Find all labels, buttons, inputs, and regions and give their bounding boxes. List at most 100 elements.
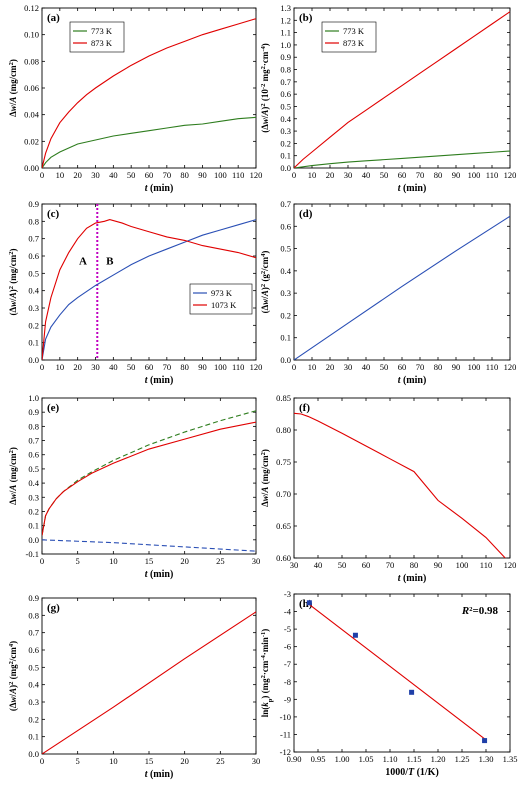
legend-label: 973 K bbox=[211, 288, 233, 298]
series-line-1 bbox=[42, 421, 256, 536]
series-line-873-k bbox=[294, 11, 510, 168]
y-tick-label: 1.1 bbox=[280, 28, 291, 38]
y-axis-label: Δw/A (mg/cm2) bbox=[8, 447, 19, 505]
x-tick-label: 50 bbox=[127, 170, 136, 180]
x-tick-label: 0 bbox=[40, 556, 44, 566]
x-tick-label: 10 bbox=[56, 362, 65, 372]
data-point bbox=[352, 632, 358, 638]
x-tick-label: 10 bbox=[109, 756, 118, 766]
data-point bbox=[482, 738, 488, 744]
legend-label: 873 K bbox=[91, 38, 113, 48]
y-tick-label: 0.9 bbox=[28, 199, 39, 209]
x-tick-label: 5 bbox=[76, 756, 80, 766]
panel-c: 0 10 20 30 40 50 60 70 80 90 100 110 120 0.0 0.1 0.2 0.3… bbox=[8, 199, 263, 386]
y-tick-label: 0.5 bbox=[28, 268, 39, 278]
r-squared-label: R2=0.98 bbox=[461, 605, 499, 617]
x-tick-label: 100 bbox=[214, 362, 227, 372]
panel-g: 0 5 10 15 20 25 30 0.0 0.1 0.2 0.3 0.4 0.5 0.6 0.7 0.8 0… bbox=[8, 593, 261, 780]
plot-area bbox=[42, 18, 256, 168]
x-tick-label: 110 bbox=[232, 362, 244, 372]
x-tick-label: 30 bbox=[91, 170, 100, 180]
x-tick-label: 0 bbox=[40, 362, 44, 372]
panel-label: (d) bbox=[299, 208, 313, 220]
y-axis-label: Δw/A (mg/cm2) bbox=[8, 59, 19, 117]
y-tick-label: 0.1 bbox=[28, 338, 39, 348]
x-tick-label: 80 bbox=[180, 170, 189, 180]
x-tick-label: 0.95 bbox=[311, 754, 326, 764]
y-tick-label: 0.1 bbox=[28, 521, 39, 531]
y-tick-label: 0.8 bbox=[28, 421, 39, 431]
y-tick-label: 0.3 bbox=[28, 492, 39, 502]
x-axis-label: t (min) bbox=[145, 769, 174, 780]
x-tick-label: 0 bbox=[292, 170, 296, 180]
plot-area bbox=[309, 604, 485, 740]
y-axis-label: ln(kp) (mg2·cm-4·min-1) bbox=[260, 629, 274, 718]
x-tick-label: 100 bbox=[468, 362, 481, 372]
y-tick-label: 0.5 bbox=[28, 662, 39, 672]
x-tick-label: 20 bbox=[326, 362, 335, 372]
x-tick-label: 40 bbox=[362, 362, 371, 372]
y-tick-label: 0.08 bbox=[24, 56, 39, 66]
panel-e: 0 5 10 15 20 25 30 -0.1 0.0 0.1 0.2 0.3 0.4 0.5 0.6 0.7… bbox=[8, 393, 261, 580]
y-tick-label: 0.3 bbox=[280, 288, 291, 298]
x-tick-label: 1.10 bbox=[383, 754, 398, 764]
y-tick-label: 0.4 bbox=[28, 478, 39, 488]
x-tick-label: 60 bbox=[398, 362, 407, 372]
y-tick-label: 0.8 bbox=[28, 610, 39, 620]
x-tick-label: 1.00 bbox=[335, 754, 350, 764]
x-tick-label: 120 bbox=[250, 362, 263, 372]
y-tick-label: 1.0 bbox=[28, 393, 39, 403]
series-line-0 bbox=[42, 410, 256, 536]
series-line-2 bbox=[42, 539, 256, 552]
x-tick-label: 80 bbox=[434, 362, 443, 372]
x-tick-label: 15 bbox=[145, 756, 154, 766]
x-tick-label: 110 bbox=[486, 362, 498, 372]
x-tick-label: 50 bbox=[338, 560, 347, 570]
x-tick-label: 25 bbox=[216, 756, 225, 766]
y-tick-label: 0.0 bbox=[28, 355, 39, 365]
panel-h: 0.90 0.95 1.00 1.05 1.10 1.15 1.20 1.25 1.30 1.35… bbox=[260, 589, 518, 778]
y-tick-label: 0.9 bbox=[280, 52, 291, 62]
legend-label: 773 K bbox=[91, 26, 113, 36]
y-tick-label: -9 bbox=[284, 694, 291, 704]
x-tick-label: 70 bbox=[386, 560, 395, 570]
x-tick-label: 40 bbox=[109, 362, 118, 372]
series-line-0 bbox=[294, 215, 510, 360]
series-line-1073-k bbox=[42, 219, 256, 360]
y-tick-label: 0.5 bbox=[280, 244, 291, 254]
x-tick-label: 1.05 bbox=[359, 754, 374, 764]
x-tick-label: 90 bbox=[198, 170, 207, 180]
y-tick-label: 0.8 bbox=[280, 65, 291, 75]
y-tick-label: -4 bbox=[284, 607, 292, 617]
region-label: B bbox=[106, 256, 114, 268]
panel-label: (a) bbox=[47, 12, 60, 24]
y-tick-label: 0.6 bbox=[280, 89, 291, 99]
x-tick-label: 50 bbox=[380, 170, 389, 180]
plot-frame bbox=[293, 593, 511, 753]
panel-label: (b) bbox=[299, 12, 313, 24]
x-tick-label: 0.90 bbox=[287, 754, 302, 764]
y-tick-label: -11 bbox=[280, 729, 291, 739]
x-tick-label: 60 bbox=[398, 170, 407, 180]
x-tick-label: 90 bbox=[452, 362, 461, 372]
legend: 773 K 873 K bbox=[321, 21, 377, 53]
series-line-773-k bbox=[42, 116, 256, 168]
y-tick-label: 0.70 bbox=[276, 489, 291, 499]
data-point bbox=[306, 600, 312, 606]
plot-frame bbox=[41, 597, 257, 755]
region-label: A bbox=[79, 256, 87, 268]
x-tick-label: 60 bbox=[145, 362, 154, 372]
legend-label: 773 K bbox=[343, 26, 365, 36]
x-tick-label: 80 bbox=[410, 560, 419, 570]
y-tick-label: -7 bbox=[284, 659, 291, 669]
y-tick-label: -6 bbox=[284, 642, 291, 652]
x-tick-label: 1.30 bbox=[479, 754, 494, 764]
y-tick-label: 0.5 bbox=[28, 464, 39, 474]
y-tick-label: 0.8 bbox=[28, 216, 39, 226]
x-tick-label: 100 bbox=[214, 170, 227, 180]
y-tick-label: 0.2 bbox=[280, 310, 291, 320]
x-tick-label: 30 bbox=[344, 170, 353, 180]
y-tick-label: -12 bbox=[280, 747, 291, 757]
y-tick-label: 0.1 bbox=[280, 151, 291, 161]
x-tick-label: 20 bbox=[180, 556, 189, 566]
